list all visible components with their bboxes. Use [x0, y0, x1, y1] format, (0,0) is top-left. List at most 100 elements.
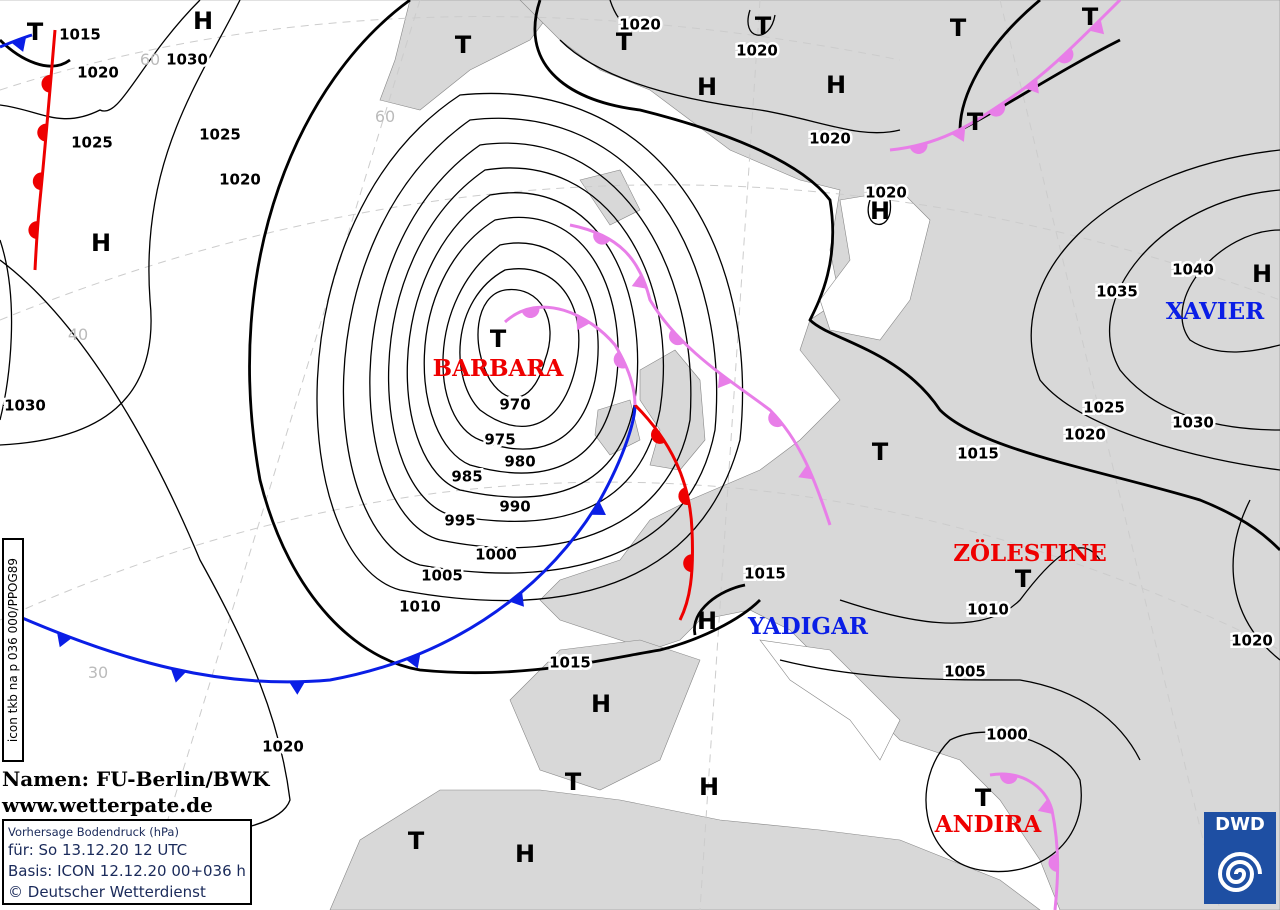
high-pressure-center: H [870, 197, 890, 225]
product-code-box: icon tkb na p 036 000/PPOG89 [2, 538, 24, 762]
front-triangle [798, 464, 814, 480]
isobar-label: 1030 [166, 51, 208, 69]
latitude-label: 40 [68, 325, 88, 344]
credit-url[interactable]: www.wetterpate.de [2, 793, 213, 817]
front-semicircle [521, 306, 540, 319]
warm-front [633, 403, 694, 621]
isobar-label: 1030 [4, 397, 46, 415]
isobar-label: 1040 [1172, 261, 1214, 279]
front-semicircle [668, 329, 685, 346]
front-semicircle [41, 74, 52, 93]
front-triangle [509, 591, 524, 607]
low-pressure-center: T [1082, 3, 1099, 31]
system-name-andira: ANDIRA [934, 811, 1043, 838]
occluded-front [889, 0, 1122, 152]
isobar-label: 1020 [619, 16, 661, 34]
isobar-label: 980 [504, 453, 535, 471]
system-name-xavier: XAVIER [1166, 298, 1265, 325]
low-pressure-center: T [408, 827, 425, 855]
isobar-label: 1015 [744, 565, 786, 583]
front-triangle [1024, 78, 1039, 94]
isobar-label: 1010 [399, 598, 441, 616]
high-pressure-center: H [591, 690, 611, 718]
isobar-label: 1025 [199, 126, 241, 144]
isobar-label: 975 [484, 431, 515, 449]
front-semicircle [28, 221, 39, 240]
front-triangle [950, 126, 966, 142]
cold-front [19, 404, 637, 684]
low-pressure-center: T [616, 28, 633, 56]
front-triangle [56, 632, 72, 648]
isobar-label: 1015 [957, 445, 999, 463]
isobar-label: 1020 [77, 64, 119, 82]
front-semicircle [768, 411, 784, 428]
high-pressure-center: H [699, 773, 719, 801]
front-triangle [170, 668, 187, 683]
isobar-label: 1015 [59, 26, 101, 44]
isobar-label: 985 [451, 468, 482, 486]
isobar-label: 1005 [421, 567, 463, 585]
low-pressure-center: T [455, 31, 472, 59]
latitude-label: 60 [375, 107, 395, 126]
system-name-zölestine: ZÖLESTINE [953, 539, 1107, 567]
front-triangle [718, 372, 733, 389]
info-title: Vorhersage Bodendruck (hPa) [8, 825, 179, 839]
isobar-label: 1025 [1083, 399, 1125, 417]
low-pressure-center: T [490, 325, 507, 353]
front-triangle [590, 501, 606, 515]
low-pressure-center: T [755, 12, 772, 40]
front-semicircle [999, 774, 1018, 784]
high-pressure-center: H [826, 71, 846, 99]
low-pressure-center: T [950, 14, 967, 42]
isobar-label: 995 [444, 512, 475, 530]
isobar-label: 1020 [809, 130, 851, 148]
info-box: Vorhersage Bodendruck (hPa) für: So 13.1… [2, 819, 252, 905]
dwd-logo-text: DWD [1215, 814, 1265, 835]
isobar-label: 1020 [262, 738, 304, 756]
product-code: icon tkb na p 036 000/PPOG89 [6, 557, 20, 743]
credit-names: Namen: FU-Berlin/BWK [2, 767, 270, 791]
high-pressure-center: H [91, 229, 111, 257]
front-semicircle [683, 554, 693, 573]
isobar-label: 1030 [1172, 414, 1214, 432]
front-semicircle [37, 123, 48, 142]
low-pressure-center: T [565, 768, 582, 796]
front-triangle [631, 273, 647, 289]
front-semicircle [1057, 48, 1074, 64]
cold-front [0, 33, 33, 49]
front-triangle [1037, 798, 1053, 814]
latitude-label: 30 [88, 663, 108, 682]
info-valid: für: So 13.12.20 12 UTC [8, 841, 188, 859]
low-pressure-center: T [967, 108, 984, 136]
pressure-centers: T H H T T T H H T T T H H T T T H H T H T H T [27, 3, 1272, 868]
isobar-label: 1020 [865, 184, 907, 202]
isobar-labels: 1015 1020 1025 1030 1025 1020 1030 970 975 980 985… [2, 13, 1276, 758]
low-pressure-center: T [975, 784, 992, 812]
front-semicircle [613, 351, 627, 369]
high-pressure-center: H [515, 840, 535, 868]
isobar-label: 1010 [967, 601, 1009, 619]
credit: Namen: FU-Berlin/BWK www.wetterpate.de [2, 766, 270, 818]
front-triangle [1089, 19, 1105, 35]
isobar-label: 1020 [736, 42, 778, 60]
occluded-front [569, 223, 832, 526]
swirl-icon [1217, 852, 1262, 892]
front-semicircle [678, 487, 690, 506]
info-basis: Basis: ICON 12.12.20 00+036 h [8, 862, 246, 880]
fronts [0, 0, 1122, 910]
isobar-label: 1020 [1064, 426, 1106, 444]
front-semicircle [593, 231, 611, 245]
isobar-label: 1000 [986, 726, 1028, 744]
front-semicircle [909, 142, 928, 154]
front-triangle [405, 653, 421, 669]
high-pressure-center: H [193, 7, 213, 35]
isobar-label: 970 [499, 396, 530, 414]
dwd-logo: DWD [1204, 812, 1276, 904]
high-pressure-center: H [1252, 260, 1272, 288]
latitude-labels: 60 60 40 30 [68, 50, 395, 682]
high-pressure-center: H [697, 607, 717, 635]
isobar-label: 1035 [1096, 283, 1138, 301]
